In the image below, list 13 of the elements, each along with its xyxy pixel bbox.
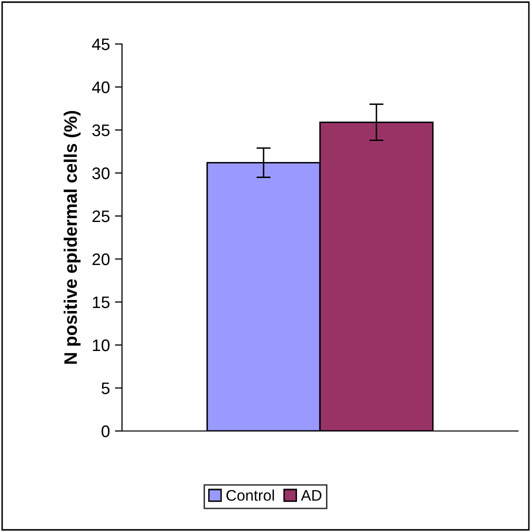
y-axis-title: N positive epidermal cells (%) [64,110,81,364]
y-tick-label: 35 [92,124,110,136]
y-tick-label: 15 [92,296,110,308]
y-tick-label: 0 [102,425,110,438]
y-tick-label: 45 [92,38,110,50]
legend-label: Control [226,490,274,501]
y-tick-label: 5 [102,382,110,394]
y-tick-label: 40 [92,81,110,94]
y-tick-label: 20 [92,253,110,266]
y-tick-label: 25 [92,210,110,222]
y-tick-label: 10 [92,339,110,352]
legend-label: AD [300,490,322,501]
y-tick-label: 30 [92,167,110,180]
